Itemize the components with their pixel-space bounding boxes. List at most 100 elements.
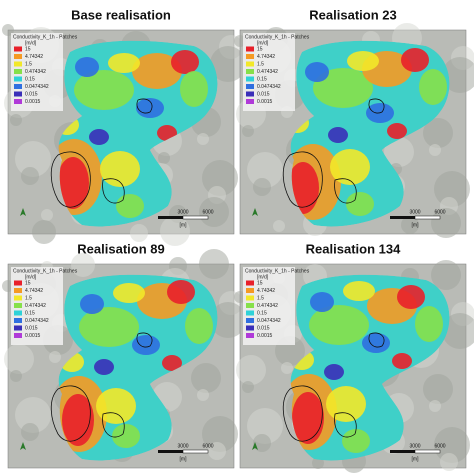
legend-swatch <box>14 69 22 74</box>
legend-label: 15 <box>25 280 31 286</box>
terrain-texture <box>21 167 39 185</box>
legend-label: 0.0474342 <box>257 318 281 324</box>
legend-label: 15 <box>257 280 263 286</box>
zone-outline <box>334 412 357 438</box>
scale-label: 3000 <box>177 443 188 449</box>
terrain-texture <box>10 114 22 126</box>
field-patch <box>180 71 208 107</box>
legend-swatch <box>246 91 254 97</box>
field-patch <box>401 48 429 72</box>
field-patch <box>74 70 134 110</box>
field-patch <box>132 335 160 355</box>
terrain-texture <box>197 389 209 401</box>
legend-label: 4.74342 <box>25 288 43 294</box>
terrain-texture <box>273 220 285 232</box>
terrain-texture <box>401 216 419 234</box>
zone-outline <box>282 385 323 442</box>
field-patch <box>397 285 425 309</box>
legend-label: 0.0474342 <box>25 318 49 324</box>
terrain-texture <box>281 362 293 374</box>
scale-label: 3000 <box>177 209 188 215</box>
legend-label: 4.74342 <box>257 54 275 60</box>
scale-label: 6000 <box>434 443 445 449</box>
terrain-texture <box>242 381 254 393</box>
legend-swatch <box>14 46 22 52</box>
panel: Base realisation Conductivity_K_1h - Patc… <box>2 7 246 246</box>
scale-segment <box>414 215 441 220</box>
legend-swatch <box>246 84 254 89</box>
north-arrow <box>20 442 26 450</box>
map: Conductivity_K_1h - Patches[m/d]15 4.7434… <box>234 260 474 473</box>
field-patch <box>162 355 182 371</box>
field-patch <box>75 57 99 77</box>
terrain-texture <box>242 125 254 137</box>
panel-title: Realisation 23 <box>309 7 396 22</box>
terrain-texture <box>208 442 226 460</box>
scale-label: 3000 <box>409 209 420 215</box>
field-patch <box>342 429 370 453</box>
terrain-texture <box>21 423 39 441</box>
field-patch <box>419 69 447 105</box>
scale-segment <box>158 216 183 219</box>
legend-label: 0.015 <box>257 325 270 331</box>
zone-outline <box>368 98 385 114</box>
legend: Conductivity_K_1h - Patches[m/d]15 4.7434… <box>11 33 78 111</box>
legend-swatch <box>14 295 22 301</box>
scale-label: 6000 <box>202 209 213 215</box>
terrain-texture <box>440 453 458 471</box>
scale-segment <box>390 216 415 219</box>
terrain-texture <box>160 216 190 246</box>
legend-swatch <box>246 46 254 52</box>
terrain-texture <box>442 57 474 93</box>
conductivity-field <box>58 274 218 461</box>
legend-label: 0.474342 <box>25 303 46 309</box>
terrain-texture <box>32 220 56 244</box>
legend-title: Conductivity_K_1h - Patches <box>245 34 310 40</box>
zone-outline <box>102 178 125 204</box>
scale-bar: 3000 6000 [m] <box>158 443 214 462</box>
terrain-texture <box>191 363 221 393</box>
legend-swatch <box>14 318 22 323</box>
terrain-texture <box>199 249 229 279</box>
terrain-texture <box>202 160 238 196</box>
north-arrow <box>20 208 26 216</box>
terrain-texture <box>423 374 453 404</box>
terrain-texture <box>71 253 95 277</box>
field-patch <box>310 292 334 312</box>
conductivity-field <box>290 40 450 227</box>
legend-swatch <box>246 325 254 331</box>
terrain-texture <box>247 152 283 188</box>
terrain-texture <box>15 141 51 177</box>
field-patch <box>313 68 373 108</box>
panel: Realisation 89 Conductivity_K_1h - Patche… <box>2 241 246 469</box>
legend-label: 0.15 <box>257 310 267 316</box>
legend-label: 15 <box>257 46 263 52</box>
scale-label: 6000 <box>202 443 213 449</box>
field-patch <box>94 359 114 375</box>
legend-label: 0.015 <box>25 325 38 331</box>
scale-segment <box>182 215 209 220</box>
field-patch <box>309 305 369 345</box>
field-patch <box>171 50 199 74</box>
field-patch <box>343 281 375 301</box>
terrain-texture <box>49 351 61 363</box>
map: Conductivity_K_1h - Patches[m/d]15 4.7434… <box>2 249 246 469</box>
legend-swatch <box>14 310 22 316</box>
legend-label: 0.015 <box>257 91 270 97</box>
field-patch <box>113 283 145 303</box>
terrain-texture <box>434 171 470 207</box>
legend-label: 0.0015 <box>25 99 41 105</box>
field-patch <box>96 388 136 424</box>
legend-label: 0.0015 <box>25 333 41 339</box>
scale-label: 3000 <box>409 443 420 449</box>
field-patch <box>292 392 324 444</box>
terrain-texture <box>429 144 441 156</box>
legend-swatch <box>14 288 22 293</box>
legend-swatch <box>246 54 254 59</box>
legend-swatch <box>14 99 22 104</box>
legend-title: Conductivity_K_1h - Patches <box>13 34 78 40</box>
field-patch <box>324 364 344 380</box>
terrain-texture <box>210 302 246 338</box>
legend-unit: [m/d] <box>25 274 37 280</box>
